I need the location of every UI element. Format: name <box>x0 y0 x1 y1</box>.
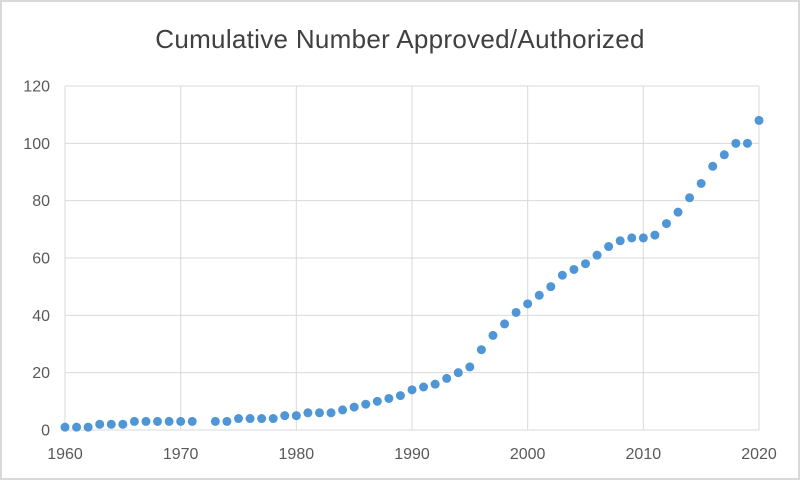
data-point <box>511 307 521 317</box>
data-point <box>176 416 186 426</box>
data-point <box>326 408 336 418</box>
data-point <box>210 416 220 426</box>
x-axis-tick-label: 1980 <box>279 446 315 463</box>
x-axis-tick-label: 2010 <box>626 446 662 463</box>
data-point <box>395 391 405 401</box>
data-point <box>708 161 718 171</box>
y-axis-tick-label: 20 <box>32 365 50 382</box>
data-point <box>615 236 625 246</box>
data-point <box>696 178 706 188</box>
data-point <box>488 330 498 340</box>
y-axis-tick-label: 80 <box>32 193 50 210</box>
data-point <box>314 408 324 418</box>
y-axis-tick-label: 100 <box>23 136 50 153</box>
data-point <box>245 414 255 424</box>
data-point <box>557 270 567 280</box>
x-axis-tick-label: 1990 <box>394 446 430 463</box>
chart-title: Cumulative Number Approved/Authorized <box>155 24 645 54</box>
data-point <box>581 259 590 269</box>
data-point <box>430 379 440 389</box>
data-point <box>546 282 556 292</box>
data-point <box>673 207 683 217</box>
data-point <box>534 290 544 300</box>
data-point <box>453 368 463 378</box>
data-point <box>95 419 105 429</box>
data-point <box>523 299 533 309</box>
data-point <box>280 411 290 421</box>
y-axis-tick-label: 40 <box>32 308 50 325</box>
data-point <box>500 319 510 329</box>
data-point <box>638 233 648 243</box>
data-point <box>419 382 429 392</box>
data-point <box>384 393 394 403</box>
data-point <box>742 138 752 148</box>
data-point <box>83 422 93 432</box>
data-point <box>627 233 637 243</box>
data-point <box>72 422 82 432</box>
data-point <box>361 399 371 409</box>
data-point <box>291 411 301 421</box>
data-point <box>592 250 602 260</box>
data-point <box>407 385 417 395</box>
data-point <box>754 115 764 125</box>
data-point <box>661 219 671 229</box>
data-point <box>129 416 139 426</box>
x-axis-tick-label: 2000 <box>510 446 546 463</box>
x-axis-tick-label: 1970 <box>163 446 199 463</box>
data-point <box>349 402 359 412</box>
data-point <box>60 422 70 432</box>
data-point <box>719 150 729 160</box>
data-point <box>164 416 174 426</box>
data-point <box>268 414 278 424</box>
data-point <box>685 193 695 203</box>
data-point <box>604 242 614 252</box>
x-axis-tick-label: 1960 <box>47 446 83 463</box>
data-point <box>569 264 579 274</box>
data-point <box>234 414 243 424</box>
data-point <box>650 230 660 240</box>
data-point <box>153 416 163 426</box>
data-point <box>257 414 267 424</box>
x-axis-tick-label: 2020 <box>741 446 777 463</box>
data-point <box>338 405 348 415</box>
data-point <box>465 362 475 372</box>
data-point <box>118 419 128 429</box>
data-point <box>303 408 313 418</box>
data-point <box>187 416 197 426</box>
data-point <box>476 345 486 355</box>
y-axis-tick-label: 0 <box>41 423 50 440</box>
y-axis-tick-label: 120 <box>23 79 50 96</box>
data-point <box>442 373 452 383</box>
y-axis-tick-label: 60 <box>32 251 50 268</box>
data-point <box>372 396 382 406</box>
data-point <box>731 138 741 148</box>
data-point <box>222 416 232 426</box>
data-point <box>141 416 151 426</box>
data-point <box>106 419 116 429</box>
